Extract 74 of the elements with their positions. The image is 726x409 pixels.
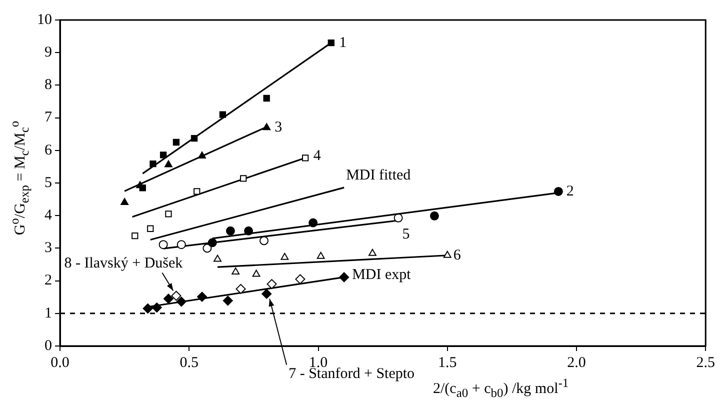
point bbox=[132, 232, 138, 240]
y-tick-label: 7 bbox=[44, 110, 52, 126]
point bbox=[554, 186, 563, 196]
point bbox=[226, 226, 235, 236]
point bbox=[152, 302, 162, 313]
x-tick-label: 1.5 bbox=[438, 354, 457, 371]
point bbox=[176, 240, 186, 250]
annotation: 5 bbox=[402, 226, 410, 242]
y-tick-label: 10 bbox=[37, 12, 52, 28]
point bbox=[266, 279, 277, 290]
point bbox=[328, 39, 334, 46]
point bbox=[316, 252, 325, 259]
point bbox=[120, 198, 129, 206]
point bbox=[260, 236, 269, 246]
point bbox=[430, 211, 439, 220]
point bbox=[339, 272, 350, 282]
point bbox=[394, 213, 403, 222]
point bbox=[147, 225, 154, 232]
point bbox=[194, 188, 200, 195]
point bbox=[164, 160, 172, 168]
point bbox=[262, 288, 272, 299]
annotation: MDI fitted bbox=[346, 168, 412, 184]
point bbox=[368, 248, 376, 256]
y-tick-label: 8 bbox=[44, 77, 52, 94]
point bbox=[171, 290, 182, 301]
point bbox=[308, 218, 318, 228]
point bbox=[176, 296, 186, 307]
y-tick-label: 1 bbox=[44, 305, 52, 322]
x-tick-label: 2.0 bbox=[567, 354, 586, 371]
point bbox=[197, 292, 208, 302]
point bbox=[232, 268, 240, 274]
annotation: 8 - Ilavský + Dušek bbox=[64, 256, 184, 272]
x-tick-label: 0.0 bbox=[50, 354, 70, 371]
point bbox=[280, 252, 289, 260]
point bbox=[160, 152, 167, 158]
point bbox=[214, 254, 222, 262]
y-tick-label: 5 bbox=[44, 174, 52, 191]
y-tick-label: 0 bbox=[44, 338, 52, 354]
point bbox=[443, 250, 452, 258]
point bbox=[240, 175, 247, 182]
point bbox=[190, 135, 198, 142]
x-axis-title: 2/(c$_{a0}$ + c$_{b0}$) /kg mol$^{-1}$ bbox=[433, 376, 569, 401]
point bbox=[263, 94, 270, 102]
point bbox=[142, 304, 153, 314]
point bbox=[222, 296, 233, 306]
point bbox=[252, 270, 260, 277]
point bbox=[163, 294, 174, 304]
point bbox=[262, 123, 271, 130]
y-tick-label: 4 bbox=[44, 208, 52, 224]
point bbox=[158, 240, 168, 250]
x-tick-label: 0.5 bbox=[180, 354, 198, 371]
point bbox=[150, 160, 156, 168]
y-tick-label: 9 bbox=[44, 44, 52, 61]
point bbox=[172, 138, 180, 146]
annotation: 2 bbox=[566, 183, 574, 200]
y-tick-label: 2 bbox=[44, 272, 52, 289]
annotation: 6 bbox=[453, 247, 462, 264]
y-tick-label: 3 bbox=[44, 240, 52, 256]
point bbox=[295, 274, 306, 284]
annotation: 1 bbox=[339, 34, 347, 51]
point bbox=[139, 184, 146, 192]
point bbox=[165, 210, 172, 218]
x-tick-label: 2.5 bbox=[696, 354, 715, 371]
point bbox=[208, 238, 217, 248]
point bbox=[202, 244, 212, 253]
point bbox=[198, 151, 206, 158]
annotation: MDI expt bbox=[352, 267, 412, 284]
y-tick-label: 6 bbox=[44, 142, 52, 158]
point bbox=[219, 111, 226, 118]
point bbox=[302, 154, 309, 162]
point bbox=[236, 284, 246, 294]
annotation: 3 bbox=[274, 120, 282, 136]
point bbox=[244, 226, 254, 236]
annotation: 4 bbox=[313, 148, 322, 164]
